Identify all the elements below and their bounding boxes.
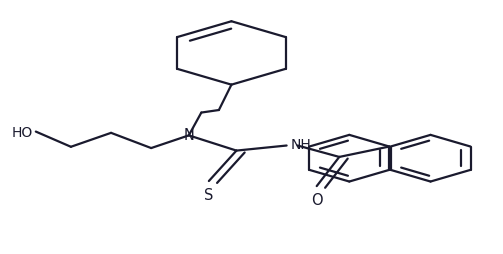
Text: HO: HO bbox=[12, 125, 33, 139]
Text: S: S bbox=[204, 187, 214, 202]
Text: O: O bbox=[311, 192, 322, 207]
Text: NH: NH bbox=[291, 138, 311, 152]
Text: N: N bbox=[184, 127, 194, 142]
